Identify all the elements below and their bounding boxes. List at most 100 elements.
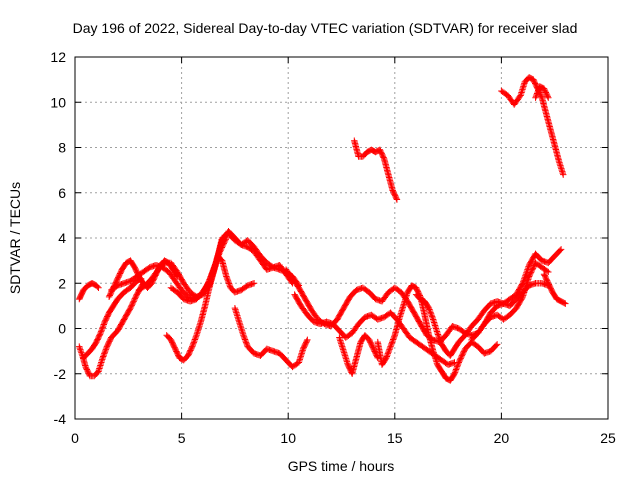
- data-point: [100, 322, 107, 330]
- data-point: [127, 303, 135, 310]
- data-point: [529, 266, 536, 273]
- x-tick-label: 20: [494, 430, 510, 446]
- data-point: [532, 93, 540, 100]
- data-point: [190, 340, 197, 347]
- data-point: [225, 280, 233, 287]
- data-point: [99, 324, 106, 331]
- data-point: [132, 294, 139, 301]
- data-point: [242, 339, 250, 346]
- data-point: [459, 351, 466, 358]
- data-point: [451, 370, 458, 377]
- data-point: [557, 246, 565, 253]
- x-tick-label: 5: [178, 430, 186, 446]
- data-point: [452, 367, 459, 375]
- data-point: [386, 344, 394, 352]
- data-point: [388, 340, 395, 347]
- data-point: [530, 263, 537, 271]
- data-point: [390, 336, 397, 343]
- data-point: [453, 364, 460, 372]
- data-point: [250, 280, 258, 287]
- data-point: [130, 298, 137, 305]
- data-point: [77, 347, 85, 355]
- data-point: [452, 366, 460, 373]
- data-point: [434, 329, 441, 337]
- data-point: [518, 294, 526, 302]
- data-point: [102, 347, 109, 355]
- data-point: [493, 341, 501, 348]
- data-point: [101, 350, 108, 357]
- data-point: [226, 281, 233, 289]
- data-point: [97, 328, 105, 335]
- series-track-13: [374, 282, 501, 384]
- data-point: [435, 334, 443, 341]
- data-point: [426, 307, 434, 315]
- y-tick-label: 10: [50, 94, 66, 110]
- data-point: [99, 354, 106, 362]
- data-point: [389, 337, 396, 345]
- data-point: [94, 283, 101, 290]
- data-point: [386, 346, 393, 353]
- series-track-16: [540, 271, 569, 307]
- data-point: [393, 195, 400, 202]
- data-point: [456, 357, 463, 365]
- y-tick-label: 8: [58, 140, 66, 156]
- data-point: [527, 270, 534, 277]
- data-point: [516, 93, 523, 100]
- data-point: [451, 369, 459, 376]
- data-point: [560, 171, 567, 178]
- chart-title: Day 196 of 2022, Sidereal Day-to-day VTE…: [73, 20, 578, 36]
- y-tick-label: 4: [58, 230, 66, 246]
- series-track-1: [76, 280, 102, 303]
- x-tick-label: 0: [71, 430, 79, 446]
- data-point: [385, 349, 392, 356]
- data-point: [425, 304, 433, 312]
- data-point: [427, 309, 434, 316]
- data-point: [426, 306, 433, 313]
- data-point: [520, 277, 527, 284]
- data-point: [527, 269, 535, 276]
- data-point: [129, 300, 136, 308]
- data-point: [225, 278, 232, 286]
- data-point: [460, 349, 467, 357]
- y-tick-label: -2: [54, 366, 67, 382]
- data-point: [380, 154, 387, 161]
- data-point: [131, 296, 138, 304]
- data-point: [100, 321, 107, 328]
- data-point: [98, 326, 105, 334]
- data-point: [383, 353, 391, 360]
- data-point: [532, 94, 539, 101]
- data-point: [455, 360, 462, 368]
- data-point: [94, 369, 101, 376]
- data-point: [427, 310, 435, 317]
- data-point: [385, 347, 393, 355]
- data-point: [303, 337, 310, 345]
- data-point: [241, 334, 248, 342]
- data-point: [97, 329, 104, 337]
- data-point: [454, 362, 461, 369]
- data-point: [189, 341, 196, 349]
- data-point: [521, 274, 529, 281]
- data-point: [78, 349, 85, 356]
- data-point: [304, 336, 311, 344]
- data-point: [458, 353, 465, 361]
- data-point: [492, 342, 500, 349]
- data-point: [190, 339, 198, 346]
- data-point: [127, 304, 134, 312]
- data-point: [128, 302, 135, 309]
- y-axis-label: SDTVAR / TECUs: [7, 182, 23, 294]
- x-axis-label: GPS time / hours: [288, 458, 395, 474]
- series-track-19: [532, 83, 552, 101]
- data-point: [434, 331, 442, 338]
- data-point: [455, 359, 462, 366]
- y-tick-label: 2: [58, 275, 66, 291]
- data-point: [436, 335, 443, 342]
- data-point: [96, 331, 104, 338]
- data-point: [76, 343, 83, 350]
- data-point: [191, 337, 198, 345]
- data-point: [435, 332, 442, 340]
- data-point: [240, 333, 248, 340]
- data-point: [384, 350, 392, 357]
- data-point: [101, 319, 108, 327]
- data-point: [103, 344, 110, 352]
